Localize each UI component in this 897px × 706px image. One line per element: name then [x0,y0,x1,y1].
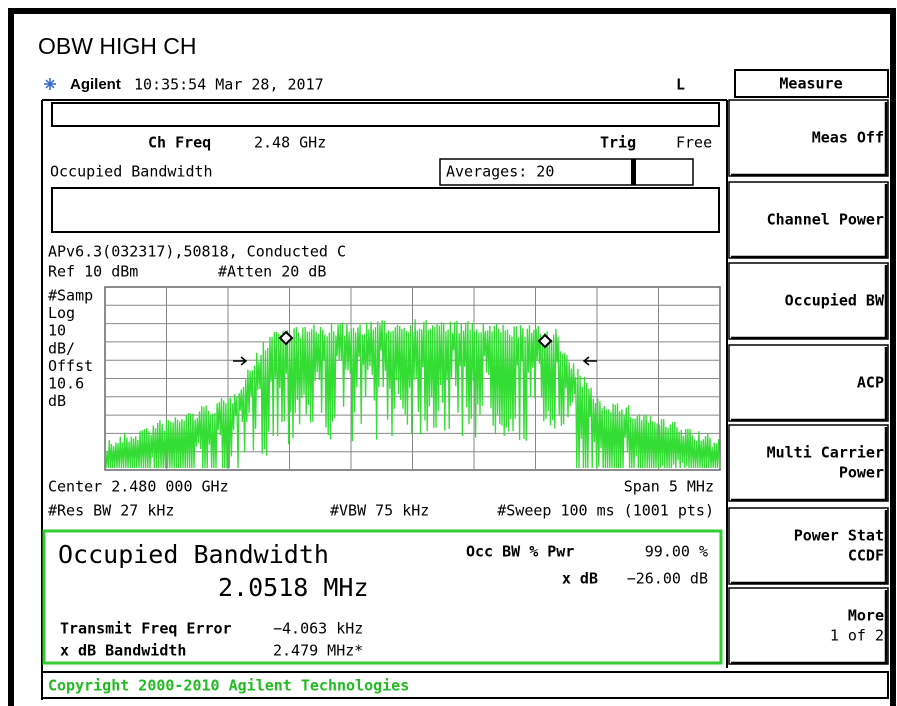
scale-label: Log [48,304,75,322]
menu-title-box [734,69,889,98]
averages-progress [631,159,636,185]
softkey-bevel [731,347,888,422]
span: Span 5 MHz [624,478,714,496]
freq-error-label: Transmit Freq Error [60,620,232,638]
softkey-label: CCDF [848,547,884,565]
status-bar [51,102,720,127]
softkey-bevel [731,510,888,585]
freq-error-value: −4.063 kHz [273,620,363,638]
vbw: #VBW 75 kHz [330,502,429,520]
softkey-bevel [731,590,888,665]
results-box [42,529,723,665]
footer-bar [41,671,889,699]
outer-frame [8,8,896,706]
measurement-name: Occupied Bandwidth [50,163,213,181]
ref-level: Ref 10 dBm [48,263,138,281]
softkey-label: Multi Carrier [767,444,884,462]
occ-pwr-value: 99.00 % [645,543,708,561]
obw-value: 2.0518 MHz [218,573,369,602]
message-box [51,187,720,233]
res-bw: #Res BW 27 kHz [48,502,174,520]
softkey[interactable] [728,587,889,665]
softkey[interactable] [728,344,889,422]
scale-label: #Samp [48,287,93,305]
xdb-value: −26.00 dB [627,570,708,588]
softkey-label: Occupied BW [785,292,885,310]
softkey-bevel [731,427,888,502]
softkey-label: Power [839,464,884,482]
softkey[interactable] [728,262,889,340]
scale-label: dB [48,392,66,410]
copyright: Copyright 2000-2010 Agilent Technologies [48,677,409,695]
indicator: L [676,76,685,94]
xdb-bw-value: 2.479 MHz* [273,642,363,660]
menu-title: Measure [779,75,842,93]
agilent-logo [44,78,56,90]
timestamp: 10:35:54 Mar 28, 2017 [134,76,324,94]
obw-arrows [233,356,597,366]
page-title: OBW HIGH CH [38,33,196,59]
results-title: Occupied Bandwidth [58,540,329,569]
softkey-bevel [731,265,888,340]
scale-label: 10 [48,322,66,340]
center-freq: Center 2.480 000 GHz [48,478,229,496]
softkey-bevel [731,102,888,177]
scale-label: 10.6 [48,375,84,393]
scale-label: Offst [48,357,93,375]
ch-freq-label: Ch Freq [148,134,211,152]
averages: Averages: 20 [446,163,554,181]
trig-value: Free [676,134,712,152]
scale-label: dB/ [48,339,75,357]
brand: Agilent [70,76,121,93]
softkey-label: Meas Off [812,129,884,147]
softkey-label: Channel Power [767,211,884,229]
markers [278,330,553,349]
spectrum-trace [105,319,721,469]
attenuation: #Atten 20 dB [218,263,326,281]
softkey-label: 1 of 2 [830,627,884,645]
setup-info: APv6.3(032317),50818, Conducted C [48,243,346,261]
softkey[interactable] [728,181,889,259]
xdb-label: x dB [562,570,598,588]
ch-freq-value: 2.48 GHz [254,134,326,152]
sweep: #Sweep 100 ms (1001 pts) [497,502,714,520]
softkey-label: More [848,607,884,625]
averages-box [439,158,694,186]
softkey[interactable] [728,507,889,585]
softkey-label: ACP [857,374,884,392]
softkey-bevel [731,184,888,259]
trig-label: Trig [600,134,636,152]
occ-pwr-label: Occ BW % Pwr [466,543,574,561]
softkey-label: Power Stat [794,527,884,545]
xdb-bw-label: x dB Bandwidth [60,642,186,660]
